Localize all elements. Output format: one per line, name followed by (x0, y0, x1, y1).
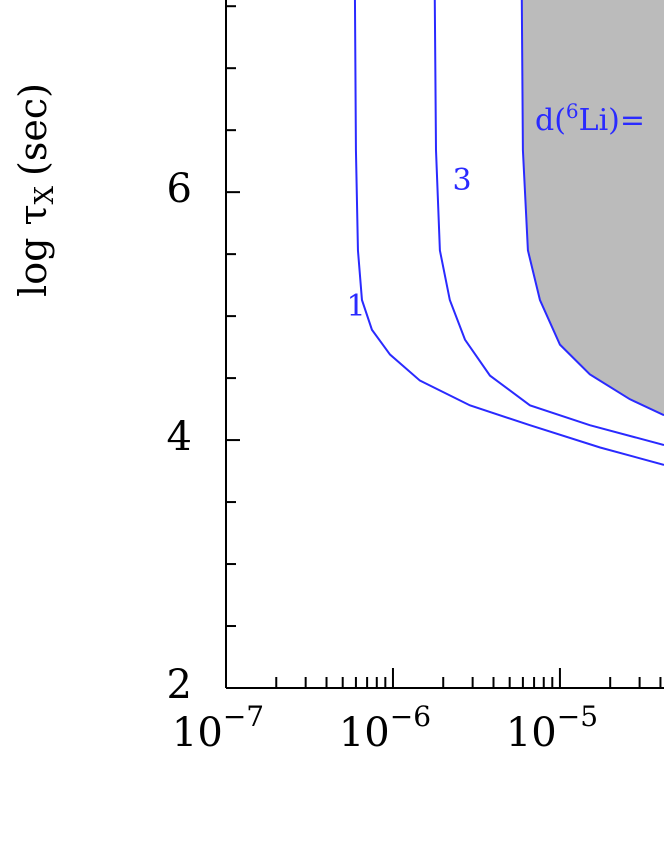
annotation: 3 (452, 163, 471, 198)
x-tick-label: 10−6 (339, 700, 431, 757)
annotation: 1 (346, 289, 365, 324)
curve (520, 0, 664, 417)
x-tick-exponent: −5 (557, 700, 598, 733)
y-tick-label: 2 (167, 662, 192, 708)
x-tick-base: 10 (339, 710, 390, 756)
y-tick-label: 4 (167, 414, 192, 460)
annotation-part: d( (535, 103, 566, 138)
y-label-main: log τ (11, 204, 55, 296)
x-tick-base: 10 (172, 710, 223, 756)
x-tick-label: 10−7 (172, 700, 264, 757)
x-tick-exponent: −6 (390, 700, 431, 733)
annotation-sup: 6 (566, 99, 579, 123)
y-label-unit: (sec) (11, 83, 55, 176)
annotation: d(6Li)= (535, 99, 645, 139)
curve (433, 0, 664, 446)
y-label-sub: X (30, 185, 60, 204)
x-tick-exponent: −7 (223, 700, 264, 733)
shaded-region (521, 0, 664, 416)
x-tick-base: 10 (506, 710, 557, 756)
x-tick-label: 10−5 (506, 700, 598, 757)
y-axis-label: log τX (sec) (11, 83, 61, 297)
curve (353, 0, 664, 466)
annotation-part: Li)= (579, 103, 645, 138)
y-tick-label: 6 (167, 166, 192, 212)
